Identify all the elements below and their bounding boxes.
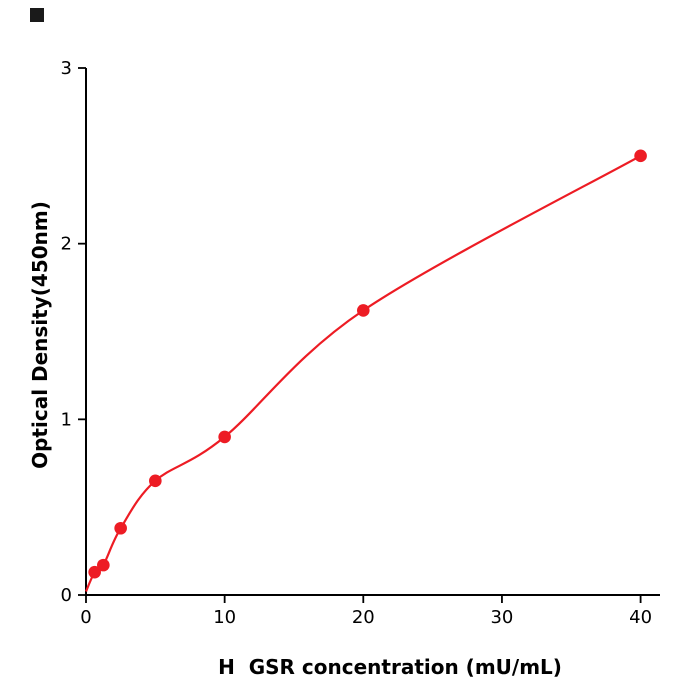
x-tick-label: 40	[629, 607, 652, 628]
fit-curve	[84, 154, 642, 592]
y-tick-label: 1	[61, 409, 72, 430]
corner-mark	[30, 8, 44, 22]
data-point	[88, 565, 101, 579]
y-tick-label: 2	[61, 234, 72, 255]
y-axis-title: Optical Density(450nm)	[28, 201, 52, 469]
y-tick-label: 3	[61, 58, 72, 79]
data-point	[218, 430, 231, 444]
x-tick-label: 0	[80, 607, 91, 628]
x-axis-title: H GSR concentration (mU/mL)	[218, 655, 562, 679]
data-point	[356, 304, 370, 317]
x-tick-label: 20	[352, 607, 375, 628]
data-point	[97, 558, 110, 572]
y-tick-label: 0	[61, 585, 72, 606]
x-tick-label: 10	[213, 607, 236, 628]
data-point	[149, 474, 162, 488]
data-point	[114, 521, 127, 535]
data-point	[634, 149, 647, 163]
x-tick-label: 30	[490, 607, 513, 628]
axis-spines	[85, 68, 660, 596]
